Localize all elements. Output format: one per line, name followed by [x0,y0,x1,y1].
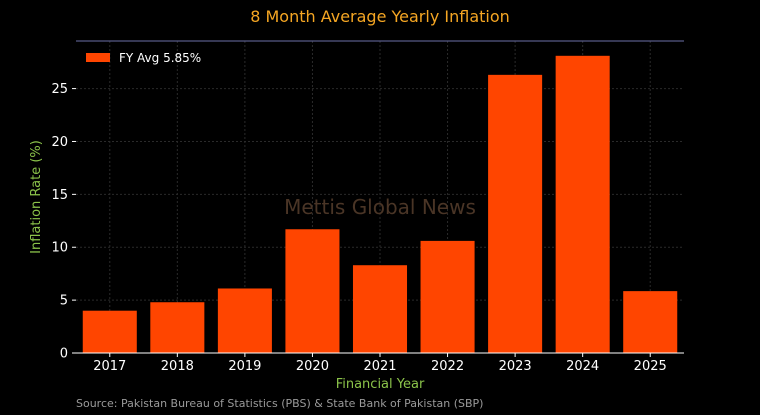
bar-2018 [150,302,205,353]
y-tick-label: 20 [51,135,68,150]
x-axis: 2017 2018 2019 2020 2021 2022 2023 2024 2025 [93,353,667,374]
x-tick-label: 2023 [499,359,532,374]
x-tick-label: 2021 [363,359,396,374]
bars [82,55,678,354]
x-tick-label: 2017 [93,359,126,374]
bar-2023 [488,74,543,354]
x-tick-label: 2022 [431,359,464,374]
y-tick-label: 25 [51,82,68,97]
y-tick-label: 0 [60,347,68,362]
y-tick-label: 10 [51,241,68,256]
bar-2021 [352,265,408,353]
bar-2025 [623,291,678,353]
chart-title: 8 Month Average Yearly Inflation [250,7,510,26]
bar-2024 [555,55,610,354]
x-tick-label: 2018 [161,359,194,374]
legend-label: FY Avg 5.85% [119,51,201,65]
x-axis-title: Financial Year [336,377,425,392]
x-tick-label: 2025 [634,359,667,374]
y-axis: 0 5 10 15 20 25 [51,82,76,362]
source-note: Source: Pakistan Bureau of Statistics (P… [76,397,483,410]
x-tick-label: 2024 [566,359,599,374]
bar-2022 [420,240,475,353]
y-tick-label: 5 [60,294,68,309]
bar-2017 [82,310,137,353]
watermark: Mettis Global News [284,195,476,219]
x-tick-label: 2019 [228,359,261,374]
legend-swatch [86,53,110,62]
legend: FY Avg 5.85% [86,51,201,65]
y-axis-title: Inflation Rate (%) [29,140,44,254]
bar-2019 [217,288,272,353]
bar-2020 [285,229,340,353]
x-tick-label: 2020 [296,359,329,374]
y-tick-label: 15 [51,188,68,203]
